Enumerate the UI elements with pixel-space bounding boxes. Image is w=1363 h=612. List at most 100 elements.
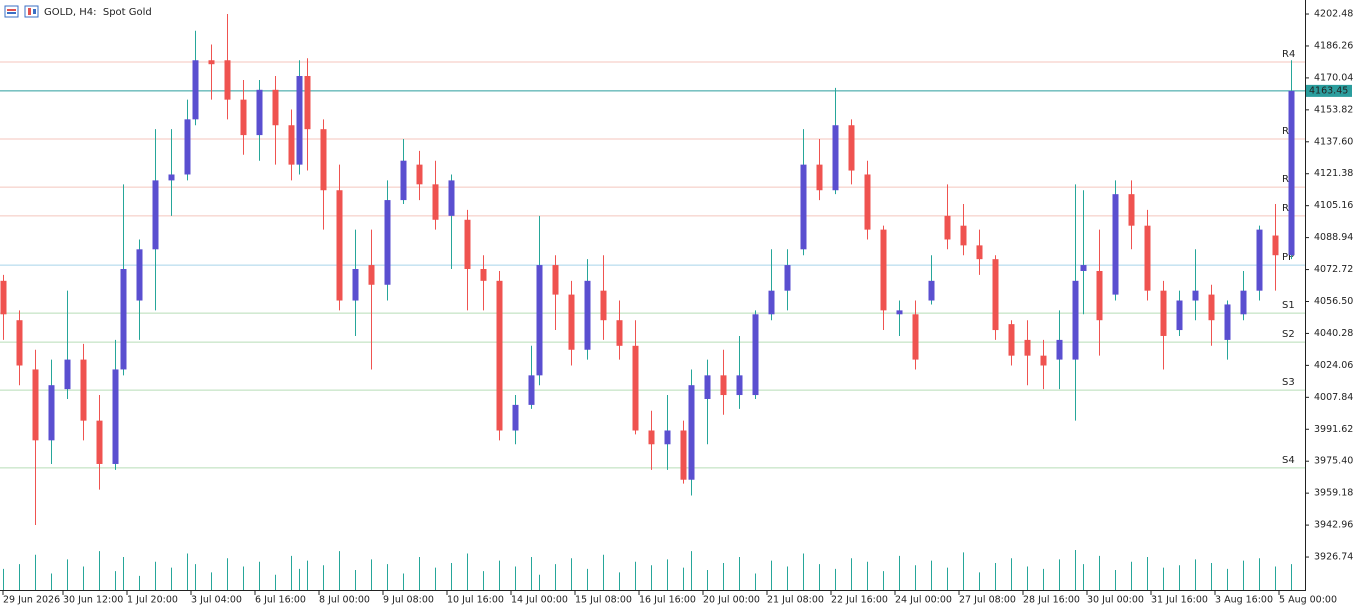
- candle-body: [496, 280, 503, 431]
- candle-body: [680, 430, 687, 480]
- level-label: S2: [1282, 329, 1295, 340]
- candle-body: [928, 280, 935, 301]
- y-tick-label: 3942.96: [1314, 520, 1353, 531]
- candle-body: [512, 404, 519, 431]
- candle-body: [720, 375, 727, 396]
- y-tick-label: 3926.74: [1314, 552, 1353, 563]
- candle-body: [912, 314, 919, 360]
- candle-body: [1080, 265, 1087, 271]
- candle-body: [16, 320, 23, 366]
- level-label: S4: [1282, 455, 1295, 466]
- x-tick-label: 28 Jul 16:00: [1023, 595, 1080, 606]
- y-tick-label: 4121.38: [1314, 168, 1353, 179]
- chart-title: GOLD, H4: Spot Gold: [44, 7, 152, 18]
- candle-body: [136, 249, 143, 301]
- candle-body: [80, 359, 87, 421]
- candle-body: [464, 219, 471, 270]
- x-tick-label: 31 Jul 16:00: [1151, 595, 1208, 606]
- candle-body: [112, 369, 119, 464]
- x-tick-label: 1 Jul 20:00: [127, 595, 178, 606]
- candle-body: [1240, 290, 1247, 315]
- y-tick-label: 4056.50: [1314, 296, 1353, 307]
- candle-body: [1176, 300, 1183, 331]
- y-tick-label: 4024.06: [1314, 360, 1353, 371]
- x-tick-label: 6 Jul 16:00: [255, 595, 306, 606]
- candle-body: [208, 60, 215, 65]
- candle-body: [960, 225, 967, 246]
- candle-body: [352, 269, 359, 301]
- y-tick-label: 3975.40: [1314, 456, 1353, 467]
- candle-body: [992, 259, 999, 331]
- candle-body: [616, 320, 623, 346]
- header-icons: [4, 5, 39, 18]
- candle-body: [1112, 194, 1119, 295]
- candle-body: [1024, 339, 1031, 356]
- x-tick-label: 14 Jul 00:00: [511, 595, 568, 606]
- candle-body: [48, 385, 55, 441]
- candle-body: [1040, 355, 1047, 366]
- candle-body: [752, 314, 759, 396]
- candle-body: [168, 174, 175, 181]
- candle-body: [1288, 90, 1295, 256]
- candle-body: [736, 375, 743, 396]
- y-tick-label: 3959.18: [1314, 488, 1353, 499]
- y-tick-label: 4040.28: [1314, 328, 1353, 339]
- y-tick-label: 3991.62: [1314, 424, 1353, 435]
- candle-body: [432, 184, 439, 220]
- candle-body: [224, 60, 231, 100]
- candle-body: [1144, 225, 1151, 291]
- level-label: S3: [1282, 377, 1295, 388]
- candle-body: [96, 420, 103, 464]
- candle-body: [1224, 304, 1231, 340]
- y-tick-label: 4105.16: [1314, 200, 1353, 211]
- icon: [7, 12, 16, 14]
- candle-body: [336, 190, 343, 301]
- candle-body: [832, 125, 839, 191]
- candle-body: [320, 129, 327, 191]
- x-tick-label: 21 Jul 08:00: [767, 595, 824, 606]
- y-tick-label: 4072.72: [1314, 264, 1353, 275]
- y-tick-label: 4170.04: [1314, 72, 1353, 83]
- candle-body: [416, 164, 423, 185]
- candle-body: [600, 290, 607, 321]
- candle-body: [584, 280, 591, 350]
- candle-body: [768, 290, 775, 315]
- candle-body: [864, 174, 871, 230]
- y-tick-label: 4202.48: [1314, 9, 1353, 20]
- candle-body: [296, 76, 303, 165]
- candle-body: [192, 60, 199, 120]
- x-tick-label: 16 Jul 16:00: [639, 595, 696, 606]
- candle-body: [1008, 324, 1015, 356]
- x-tick-label: 8 Jul 00:00: [319, 595, 370, 606]
- candle-body: [240, 99, 247, 136]
- candle-body: [120, 269, 127, 370]
- candle-body: [272, 89, 279, 126]
- x-tick-label: 27 Jul 08:00: [959, 595, 1016, 606]
- x-tick-label: 22 Jul 16:00: [831, 595, 888, 606]
- candle-body: [704, 375, 711, 399]
- candle-body: [688, 385, 695, 480]
- x-tick-label: 30 Jun 12:00: [63, 595, 123, 606]
- candle-body: [384, 200, 391, 285]
- icon: [28, 8, 31, 15]
- candle-body: [184, 119, 191, 175]
- candle-body: [1072, 280, 1079, 360]
- candle-body: [1272, 235, 1279, 256]
- candle-body: [1128, 194, 1135, 226]
- candle-body: [480, 269, 487, 281]
- candle-body: [664, 430, 671, 445]
- candle-body: [784, 265, 791, 291]
- candle-body: [1056, 339, 1063, 360]
- candle-body: [848, 125, 855, 171]
- x-tick-label: 3 Jul 04:00: [191, 595, 242, 606]
- last-price-box: [1306, 84, 1352, 97]
- candle-body: [552, 265, 559, 295]
- x-tick-label: 30 Jul 00:00: [1087, 595, 1144, 606]
- candle-body: [568, 294, 575, 350]
- candle-body: [152, 180, 159, 250]
- candle-body: [256, 89, 263, 136]
- level-label: S1: [1282, 300, 1295, 311]
